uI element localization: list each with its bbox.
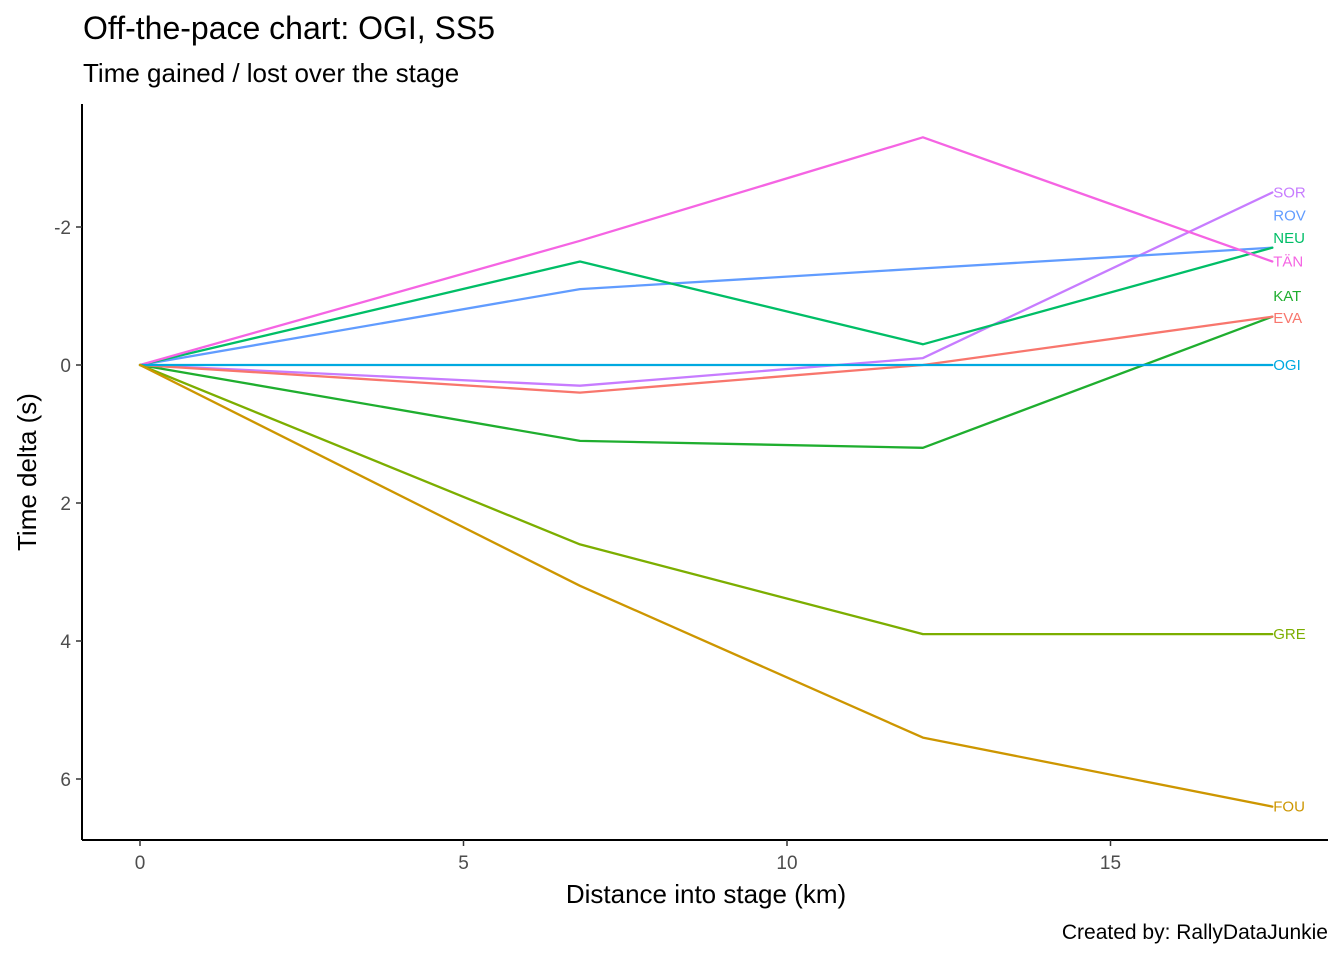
series-label-kat: KAT	[1273, 288, 1301, 305]
series-line-fou	[138, 363, 1274, 808]
y-tick-label: 0	[60, 356, 71, 377]
axes: 0 5 10 15 -2 0 2 4 6	[54, 104, 1328, 874]
x-axis-label: Distance into stage (km)	[566, 879, 846, 909]
series-line-sor	[138, 191, 1274, 387]
chart-title: Off-the-pace chart: OGI, SS5	[83, 10, 496, 46]
series-line-neu	[138, 246, 1274, 367]
series-label-tän: TÄN	[1273, 254, 1303, 271]
chart-subtitle: Time gained / lost over the stage	[83, 58, 460, 88]
y-tick-label: 2	[60, 494, 71, 515]
series-label-sor: SOR	[1273, 185, 1306, 202]
y-tick-label: 4	[60, 632, 71, 653]
series-line-tän	[138, 136, 1274, 367]
y-tick-label: 6	[60, 770, 71, 791]
series-line-rov	[138, 246, 1274, 367]
x-tick-label: 10	[776, 853, 797, 874]
series-lines	[138, 136, 1274, 808]
chart-caption: Created by: RallyDataJunkie	[1061, 921, 1328, 944]
series-label-fou: FOU	[1273, 799, 1305, 816]
y-tick-label: -2	[54, 218, 71, 239]
series-label-ogi: OGI	[1273, 357, 1301, 374]
series-label-neu: NEU	[1273, 230, 1305, 247]
series-line-gre	[138, 363, 1274, 636]
x-tick-label: 5	[458, 853, 469, 874]
series-line-kat	[138, 315, 1274, 449]
x-tick-label: 15	[1100, 853, 1121, 874]
series-label-eva: EVA	[1273, 310, 1302, 327]
series-label-rov: ROV	[1273, 207, 1306, 224]
x-tick-label: 0	[135, 853, 146, 874]
series-end-labels: SOR ROV NEU TÄN KAT EVA OGI GRE FOU	[1273, 185, 1306, 816]
series-line-eva	[138, 315, 1274, 394]
series-label-gre: GRE	[1273, 626, 1306, 643]
y-axis-label: Time delta (s)	[12, 393, 42, 551]
